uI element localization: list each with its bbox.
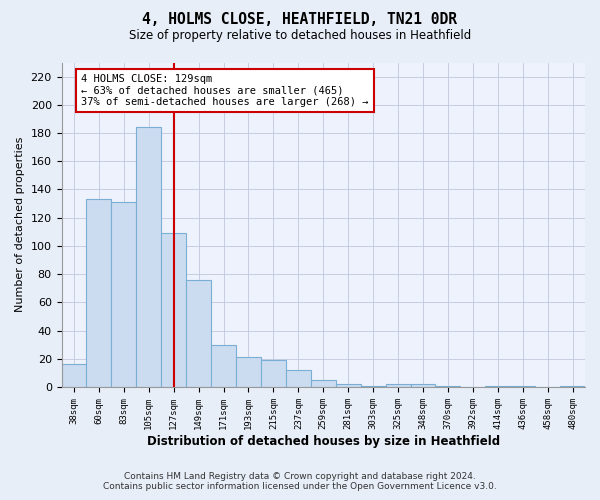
Bar xyxy=(560,386,585,387)
Text: 4 HOLMS CLOSE: 129sqm
← 63% of detached houses are smaller (465)
37% of semi-det: 4 HOLMS CLOSE: 129sqm ← 63% of detached … xyxy=(82,74,369,107)
Bar xyxy=(261,360,286,387)
Bar xyxy=(136,128,161,387)
Bar xyxy=(86,200,112,387)
Bar xyxy=(311,380,336,387)
Bar xyxy=(436,386,460,387)
Bar xyxy=(161,233,186,387)
Text: 4, HOLMS CLOSE, HEATHFIELD, TN21 0DR: 4, HOLMS CLOSE, HEATHFIELD, TN21 0DR xyxy=(143,12,458,28)
Bar xyxy=(62,364,86,387)
Bar xyxy=(211,344,236,387)
Bar xyxy=(236,358,261,387)
Bar xyxy=(410,384,436,387)
Bar xyxy=(186,280,211,387)
Bar xyxy=(286,370,311,387)
Text: Contains HM Land Registry data © Crown copyright and database right 2024.
Contai: Contains HM Land Registry data © Crown c… xyxy=(103,472,497,491)
Bar xyxy=(336,384,361,387)
Y-axis label: Number of detached properties: Number of detached properties xyxy=(15,137,25,312)
Text: Size of property relative to detached houses in Heathfield: Size of property relative to detached ho… xyxy=(129,29,471,42)
Bar xyxy=(485,386,510,387)
Bar xyxy=(386,384,410,387)
Bar xyxy=(112,202,136,387)
Bar xyxy=(361,386,386,387)
X-axis label: Distribution of detached houses by size in Heathfield: Distribution of detached houses by size … xyxy=(147,434,500,448)
Bar xyxy=(510,386,535,387)
